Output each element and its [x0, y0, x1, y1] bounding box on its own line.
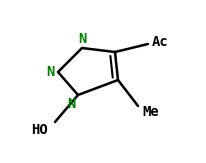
Text: Me: Me — [141, 105, 158, 119]
Text: Ac: Ac — [151, 35, 168, 49]
Text: HO: HO — [31, 123, 48, 137]
Text: N: N — [67, 97, 76, 111]
Text: N: N — [77, 32, 86, 46]
Text: N: N — [46, 65, 55, 79]
